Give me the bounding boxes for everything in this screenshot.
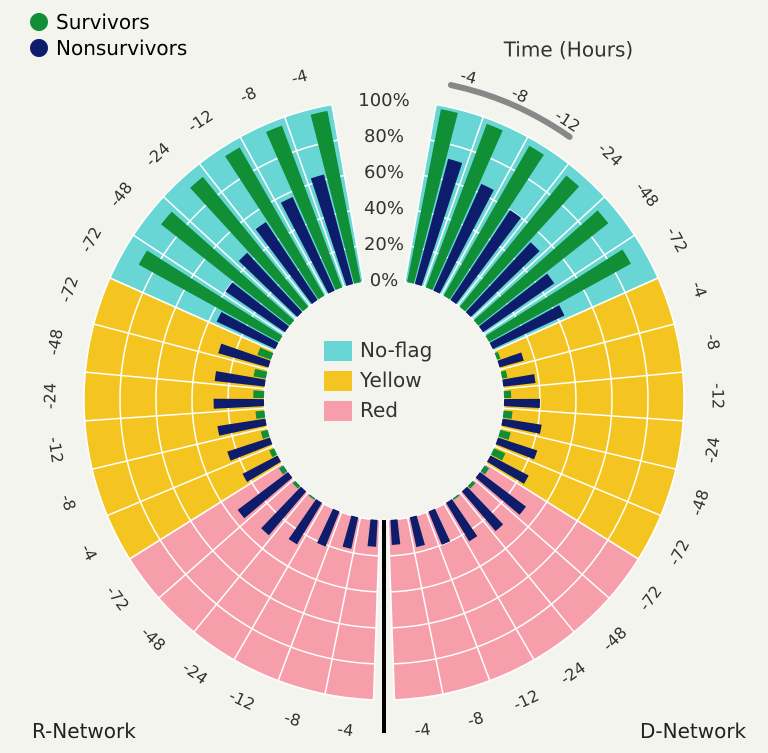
tick-left_yellow-5: -72	[56, 274, 83, 305]
tick-left_red-3: -24	[179, 658, 211, 688]
time-axis-label: Time (Hours)	[503, 37, 634, 61]
pct-label-80: 80%	[364, 126, 404, 147]
tick-right_noflag-4: -48	[632, 178, 663, 210]
tick-right_red-1: -48	[599, 623, 631, 655]
tick-left_red-5: -72	[102, 582, 133, 614]
tick-right_red-3: -12	[510, 686, 542, 714]
tick-left_yellow-2: -12	[44, 436, 67, 465]
tick-left_noflag-4: -8	[237, 83, 259, 107]
legend-swatch-yellow	[324, 371, 352, 391]
polar-chart-svg: 0%20%40%60%80%100%-4-8-12-24-48-72-4-8-1…	[0, 0, 768, 753]
tick-right_red-2: -24	[557, 658, 589, 688]
legend-label-survivors: Survivors	[56, 10, 150, 34]
tick-left_noflag-5: -4	[289, 66, 309, 88]
tick-right_yellow-1: -8	[702, 332, 723, 351]
tick-left_red-4: -48	[137, 623, 169, 655]
bar-surv-right_yellow--24	[503, 411, 513, 419]
tick-right_noflag-3: -24	[594, 139, 626, 171]
bar-surv-left_yellow--12	[256, 411, 266, 419]
tick-right_noflag-5: -72	[662, 224, 691, 256]
chart-container: Survivors Nonsurvivors 0% 20% 40% 60% 80% 100…	[0, 0, 768, 753]
tick-left_yellow-1: -8	[57, 492, 80, 513]
legend-swatch-no-flag	[324, 341, 352, 361]
radial-tick-labels: 0% 20% 40% 60% 80% 100%	[358, 90, 409, 291]
tick-left_yellow-0: -4	[77, 541, 101, 564]
legend-flags: No-flag Yellow Red	[324, 338, 432, 422]
tick-left_noflag-2: -24	[142, 139, 174, 171]
legend-swatch-red	[324, 401, 352, 421]
legend-label-no-flag: No-flag	[360, 338, 432, 362]
tick-right_yellow-0: -4	[688, 279, 711, 300]
pct-label-40: 40%	[364, 198, 404, 219]
tick-right_yellow-4: -48	[687, 487, 713, 518]
tick-right_yellow-3: -24	[701, 436, 724, 465]
tick-left_yellow-4: -48	[43, 327, 66, 356]
tick-left_red-2: -12	[226, 686, 258, 714]
tick-left_red-0: -4	[336, 719, 354, 740]
tick-right_red-5: -4	[414, 719, 432, 740]
pct-label-100: 100%	[358, 90, 409, 111]
tick-left_yellow-3: -24	[40, 383, 59, 409]
label-d-network: D-Network	[640, 719, 746, 743]
pct-label-60: 60%	[364, 162, 404, 183]
tick-left_noflag-0: -72	[76, 224, 105, 256]
bar-surv-right_yellow--12	[504, 391, 512, 399]
legend-dot-nonsurvivors	[30, 39, 48, 57]
label-r-network: R-Network	[32, 719, 136, 743]
pct-label-0: 0%	[370, 270, 399, 291]
legend-label-red: Red	[360, 398, 398, 422]
legend-item-survivors: Survivors	[30, 10, 187, 34]
tick-right_yellow-2: -12	[708, 383, 727, 409]
tick-left_noflag-1: -48	[105, 178, 136, 210]
legend-survivor-status: Survivors Nonsurvivors	[30, 10, 187, 62]
tick-right_red-0: -72	[635, 582, 666, 614]
legend-dot-survivors	[30, 13, 48, 31]
pct-label-20: 20%	[364, 234, 404, 255]
bar-surv-left_yellow--24	[253, 390, 264, 398]
tick-left_noflag-3: -12	[184, 106, 216, 136]
tick-left_red-1: -8	[282, 708, 303, 731]
legend-label-nonsurvivors: Nonsurvivors	[56, 36, 187, 60]
tick-right_noflag-2: -12	[551, 106, 583, 136]
legend-label-yellow: Yellow	[359, 368, 422, 392]
tick-right_yellow-5: -72	[664, 536, 693, 568]
tick-right_red-4: -8	[465, 708, 486, 731]
legend-item-nonsurvivors: Nonsurvivors	[30, 36, 187, 60]
